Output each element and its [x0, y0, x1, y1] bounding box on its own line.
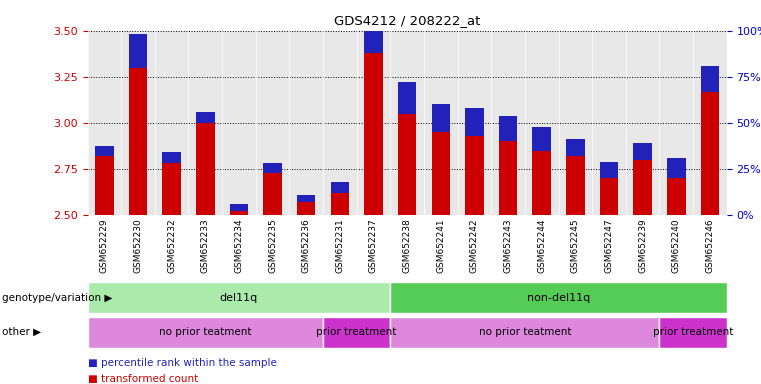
Text: del11q: del11q	[220, 293, 258, 303]
Bar	[230, 204, 248, 211]
Text: GSM652237: GSM652237	[369, 218, 378, 273]
Text: GSM652230: GSM652230	[133, 218, 142, 273]
Title: GDS4212 / 208222_at: GDS4212 / 208222_at	[334, 14, 480, 27]
Bar	[566, 156, 584, 215]
Text: GSM652235: GSM652235	[268, 218, 277, 273]
Bar	[667, 178, 686, 215]
Bar	[365, 22, 383, 53]
Text: other ▶: other ▶	[2, 327, 40, 337]
Bar	[330, 182, 349, 193]
Text: GSM652241: GSM652241	[436, 218, 445, 273]
Text: prior treatment: prior treatment	[317, 327, 396, 337]
Bar	[196, 123, 215, 215]
Text: ■ transformed count: ■ transformed count	[88, 374, 198, 384]
Text: GSM652240: GSM652240	[672, 218, 681, 273]
Bar	[162, 164, 181, 215]
Text: GSM652234: GSM652234	[234, 218, 244, 273]
Bar	[398, 82, 416, 114]
Text: GSM652236: GSM652236	[301, 218, 310, 273]
Text: GSM652233: GSM652233	[201, 218, 210, 273]
Bar	[465, 136, 484, 215]
Text: GSM652246: GSM652246	[705, 218, 715, 273]
Text: GSM652231: GSM652231	[336, 218, 344, 273]
Text: GSM652238: GSM652238	[403, 218, 412, 273]
Bar	[196, 112, 215, 123]
Bar	[465, 108, 484, 136]
Bar	[498, 116, 517, 141]
Bar	[498, 141, 517, 215]
Text: no prior teatment: no prior teatment	[479, 327, 572, 337]
Bar	[701, 66, 719, 91]
Bar	[330, 193, 349, 215]
Text: genotype/variation ▶: genotype/variation ▶	[2, 293, 112, 303]
Bar	[633, 143, 652, 160]
Text: GSM652244: GSM652244	[537, 218, 546, 273]
Text: non-del11q: non-del11q	[527, 293, 591, 303]
Bar	[600, 178, 618, 215]
Text: GSM652242: GSM652242	[470, 218, 479, 273]
Bar	[263, 173, 282, 215]
Text: GSM652243: GSM652243	[504, 218, 513, 273]
Bar	[95, 146, 113, 156]
Bar	[230, 211, 248, 215]
Bar	[600, 162, 618, 178]
Bar	[297, 195, 316, 202]
Text: GSM652247: GSM652247	[604, 218, 613, 273]
Text: GSM652245: GSM652245	[571, 218, 580, 273]
Text: no prior teatment: no prior teatment	[159, 327, 252, 337]
Bar	[129, 35, 147, 68]
Text: ■ percentile rank within the sample: ■ percentile rank within the sample	[88, 358, 276, 368]
Bar	[431, 132, 450, 215]
Text: prior treatment: prior treatment	[653, 327, 734, 337]
Bar	[533, 127, 551, 151]
Bar	[667, 158, 686, 178]
Bar	[533, 151, 551, 215]
Bar	[365, 53, 383, 215]
Text: GSM652232: GSM652232	[167, 218, 176, 273]
Bar	[297, 202, 316, 215]
Bar	[129, 68, 147, 215]
Bar	[431, 104, 450, 132]
Bar	[398, 114, 416, 215]
Text: GSM652239: GSM652239	[638, 218, 647, 273]
Text: GSM652229: GSM652229	[100, 218, 109, 273]
Bar	[95, 156, 113, 215]
Bar	[566, 139, 584, 156]
Bar	[263, 164, 282, 173]
Bar	[162, 152, 181, 164]
Bar	[701, 91, 719, 215]
Bar	[633, 160, 652, 215]
